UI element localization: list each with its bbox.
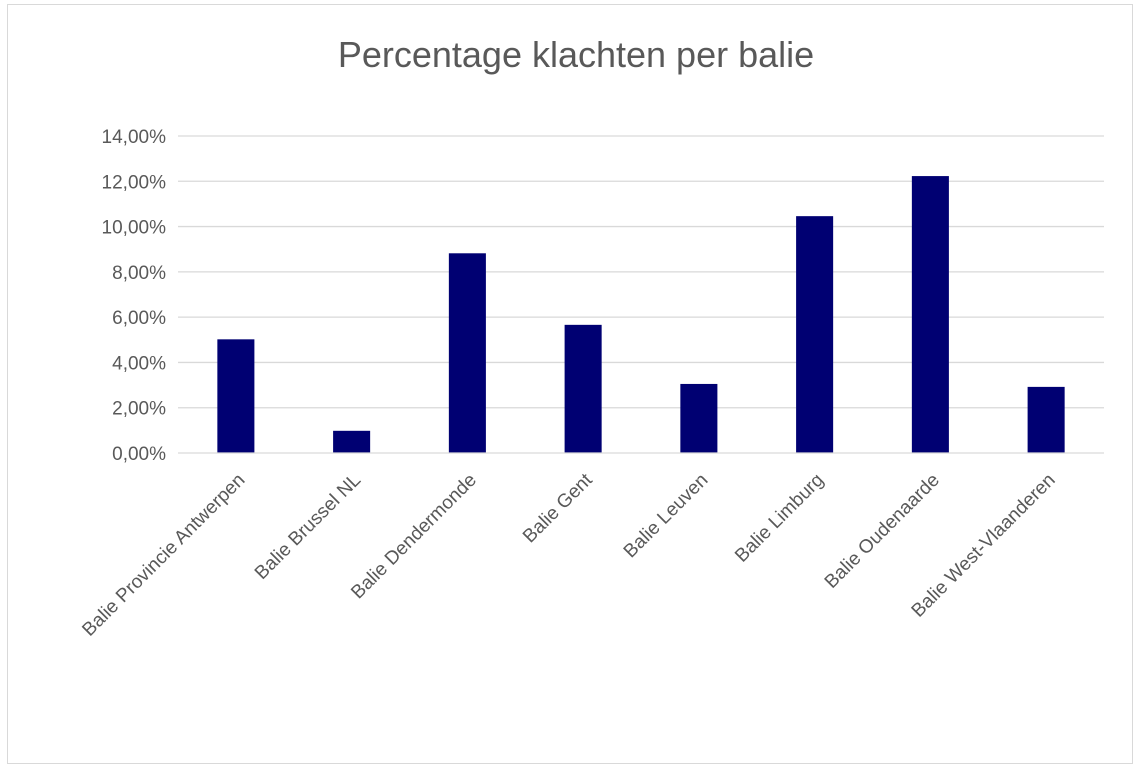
- bars: [217, 176, 1065, 453]
- x-category-label: Balie Dendermonde: [347, 470, 481, 604]
- x-category-label: Balie Gent: [519, 469, 597, 547]
- y-tick-label: 4,00%: [112, 353, 166, 374]
- bar: [217, 339, 255, 453]
- y-tick-label: 0,00%: [112, 444, 166, 465]
- x-axis-category-labels: Balie Provincie Antwerpen Balie Brussel N…: [78, 469, 1059, 640]
- x-category-label: Balie Limburg: [731, 470, 828, 567]
- x-category-label: Balie Leuven: [620, 470, 713, 563]
- bar: [564, 324, 602, 453]
- bar: [1027, 386, 1065, 453]
- y-axis-tick-labels: 0,00% 2,00% 4,00% 6,00% 8,00% 10,00% 12,00% 14,…: [102, 127, 167, 465]
- y-tick-label: 8,00%: [112, 263, 166, 284]
- x-category-label: Balie Provincie Antwerpen: [78, 470, 249, 641]
- bar: [911, 176, 949, 453]
- chart-title: Percentage klachten per balie: [338, 34, 814, 75]
- x-category-label: Balie Brussel NL: [251, 470, 365, 584]
- y-tick-label: 14,00%: [102, 127, 167, 148]
- gridlines: [178, 135, 1104, 409]
- chart-area: Percentage klachten per balie 0,00% 2,00%…: [7, 4, 1133, 764]
- y-tick-label: 6,00%: [112, 308, 166, 329]
- bar: [448, 253, 486, 453]
- bar-chart: Percentage klachten per balie 0,00% 2,00%…: [78, 34, 1104, 641]
- y-tick-label: 2,00%: [112, 399, 166, 420]
- bar: [796, 216, 834, 453]
- bar: [333, 430, 371, 453]
- x-category-label: Balie Oudenaarde: [821, 470, 944, 593]
- bar: [680, 383, 718, 453]
- y-tick-label: 12,00%: [102, 172, 167, 193]
- y-tick-label: 10,00%: [102, 218, 167, 239]
